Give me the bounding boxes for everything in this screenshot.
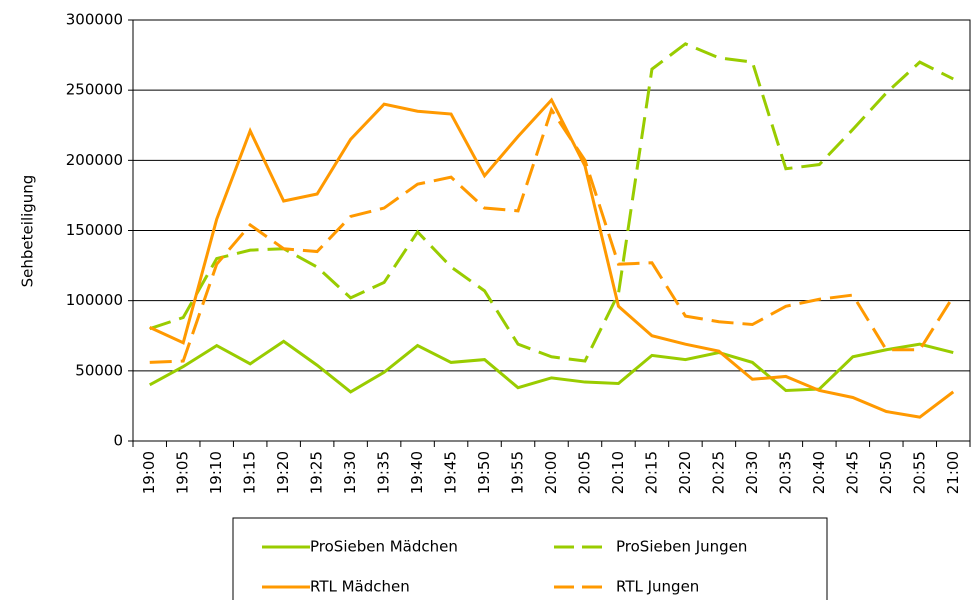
x-tick-label: 20:05 xyxy=(575,451,593,494)
x-tick-label: 20:40 xyxy=(810,451,828,494)
y-tick-label: 300000 xyxy=(66,11,123,29)
x-tick-label: 20:25 xyxy=(709,451,727,494)
x-tick-label: 20:00 xyxy=(542,451,560,494)
x-tick-label: 20:15 xyxy=(642,451,660,494)
y-tick-label: 200000 xyxy=(66,151,123,169)
x-tick-label: 21:00 xyxy=(944,451,962,494)
x-tick-label: 20:50 xyxy=(877,451,895,494)
series-line xyxy=(149,42,954,363)
legend-box xyxy=(232,517,828,600)
y-tick-label: 0 xyxy=(113,432,123,450)
x-tick-label: 19:35 xyxy=(375,451,393,494)
legend-label: RTL Jungen xyxy=(616,578,699,596)
x-tick-label: 20:45 xyxy=(843,451,861,494)
y-tick-label: 50000 xyxy=(75,361,123,379)
x-tick-label: 19:20 xyxy=(274,451,292,494)
x-tick-label: 19:15 xyxy=(241,451,259,494)
y-tick-label: 150000 xyxy=(66,221,123,239)
x-tick-label: 19:05 xyxy=(174,451,192,494)
plot-border xyxy=(132,19,971,442)
x-tick-label: 19:30 xyxy=(341,451,359,494)
y-tick-label: 100000 xyxy=(66,291,123,309)
y-tick-label: 250000 xyxy=(66,81,123,99)
x-tick-label: 20:55 xyxy=(910,451,928,494)
x-tick-label: 19:25 xyxy=(308,451,326,494)
x-tick-label: 20:35 xyxy=(776,451,794,494)
x-tick-label: 19:40 xyxy=(408,451,426,494)
legend-label: ProSieben Jungen xyxy=(616,538,747,556)
legend-label: ProSieben Mädchen xyxy=(310,538,458,556)
legend-label: RTL Mädchen xyxy=(310,578,410,596)
x-tick-label: 19:45 xyxy=(442,451,460,494)
x-tick-label: 20:30 xyxy=(743,451,761,494)
series-line xyxy=(149,106,955,364)
series-line xyxy=(149,339,954,394)
x-tick-label: 19:55 xyxy=(509,451,527,494)
y-axis-label: Sehbeteiligung xyxy=(19,175,37,288)
x-tick-label: 20:10 xyxy=(609,451,627,494)
series-line xyxy=(149,97,955,419)
x-tick-label: 19:00 xyxy=(140,451,158,494)
x-tick-label: 19:50 xyxy=(475,451,493,494)
x-tick-label: 19:10 xyxy=(207,451,225,494)
x-tick-label: 20:20 xyxy=(676,451,694,494)
